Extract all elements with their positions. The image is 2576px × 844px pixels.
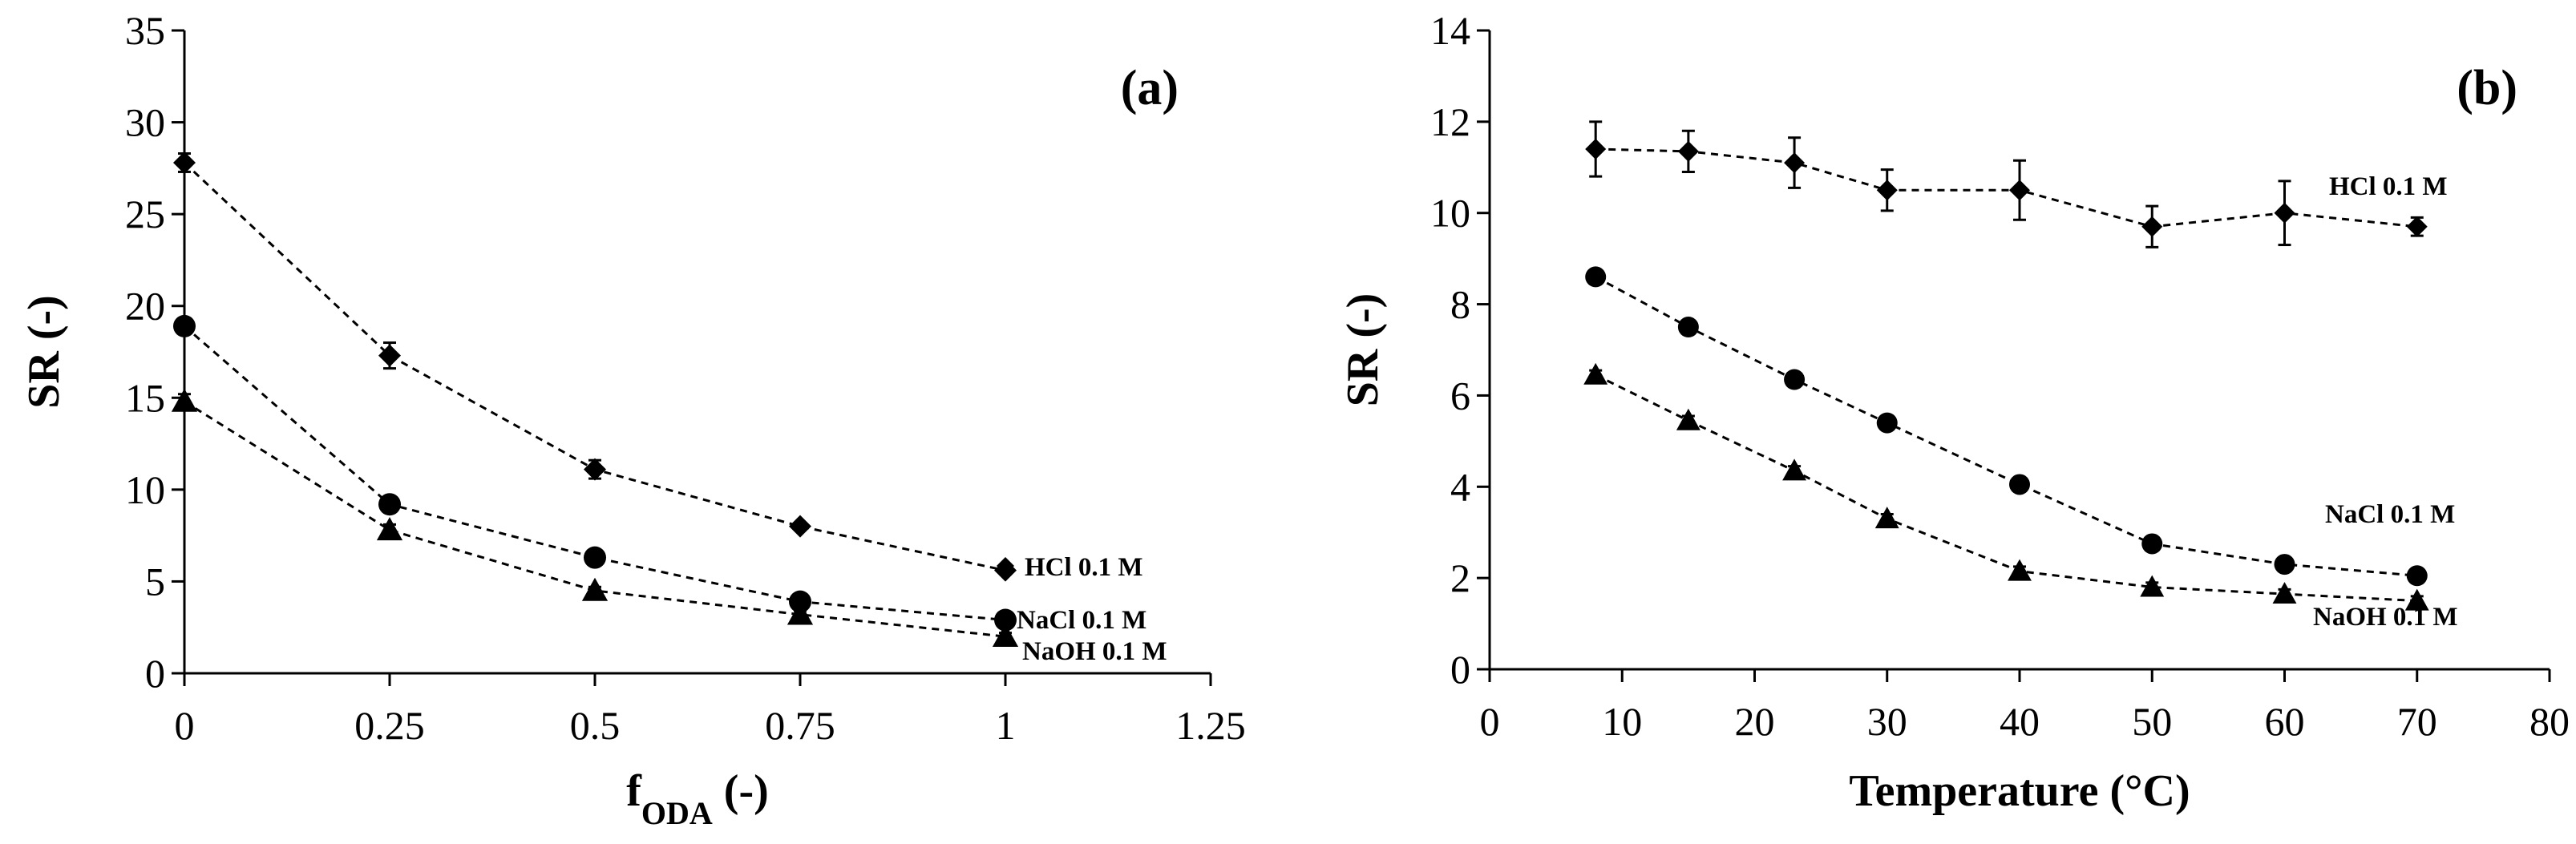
data-point <box>378 344 401 367</box>
y-tick-label: 10 <box>125 467 165 512</box>
series-diamond: HCl 0.1 M <box>173 151 1143 582</box>
series-label: NaOH 0.1 M <box>1022 637 1167 666</box>
data-point <box>2274 554 2295 575</box>
data-point <box>584 458 606 481</box>
data-point <box>2140 575 2165 597</box>
data-point <box>1874 507 1899 529</box>
chart-panel-b: 0 2 4 6 8 10 12 14 0 10 20 30 40 50 60 70 80 SR (-) Temper… <box>1338 8 2570 816</box>
series-line <box>1595 374 2417 603</box>
y-axis-title: SR (-) <box>19 295 69 409</box>
data-point <box>2008 559 2032 581</box>
y-tick-label: 30 <box>125 100 165 145</box>
x-tick-label: 60 <box>2265 699 2305 744</box>
y-tick-label: 5 <box>145 559 165 604</box>
x-tick-label: 1.25 <box>1175 703 1246 748</box>
series-label: NaCl 0.1 M <box>1017 606 1146 635</box>
data-point <box>2141 216 2163 237</box>
data-point <box>1784 152 1806 174</box>
data-point <box>1583 362 1608 385</box>
series-line <box>184 325 1006 622</box>
x-tick-label: 10 <box>1602 699 1642 744</box>
series-label: NaOH 0.1 M <box>2313 603 2458 632</box>
series-line <box>1595 147 2417 228</box>
series-label: HCl 0.1 M <box>2329 172 2448 201</box>
data-point <box>173 314 196 337</box>
series-line <box>183 161 1006 572</box>
legend-marker <box>997 557 1014 575</box>
x-tick-label: 0.5 <box>570 703 621 748</box>
series-line <box>1595 276 2417 577</box>
y-tick-label: 25 <box>125 192 165 236</box>
x-tick-label: 70 <box>2397 699 2437 744</box>
x-tick-label: 80 <box>2529 699 2570 744</box>
data-point <box>2274 202 2295 224</box>
x-axis-title-suffix: (-) <box>713 766 769 816</box>
data-point <box>2272 582 2297 604</box>
data-point <box>376 517 403 541</box>
x-tick-label: 0 <box>1480 699 1500 744</box>
x-tick-label: 0.25 <box>354 703 425 748</box>
data-point <box>1784 369 1806 390</box>
x-tick-label: 40 <box>2000 699 2040 744</box>
data-point <box>1677 140 1699 162</box>
series-label: NaCl 0.1 M <box>2325 500 2455 529</box>
series-diamond: HCl 0.1 M <box>1585 120 2448 248</box>
y-tick-label: 20 <box>125 284 165 329</box>
data-point <box>2009 474 2030 495</box>
data-point <box>378 493 401 516</box>
data-point <box>171 388 198 412</box>
data-point <box>584 546 606 569</box>
series-circle: NaCl 0.1 M <box>173 314 1146 635</box>
data-point <box>2009 180 2030 201</box>
data-point <box>1876 412 1898 434</box>
data-point <box>2406 216 2428 237</box>
series-label: HCl 0.1 M <box>1025 553 1143 582</box>
data-point <box>2141 533 2163 555</box>
data-point <box>1782 458 1807 481</box>
y-tick-label: 8 <box>1450 282 1470 327</box>
series-circle: NaCl 0.1 M <box>1585 266 2455 587</box>
data-point <box>992 624 1019 648</box>
x-axis-title: Temperature (°C) <box>1849 766 2190 816</box>
x-axis-title-subscript: ODA <box>641 795 713 831</box>
y-tick-label: 4 <box>1450 464 1470 509</box>
data-point <box>789 515 811 538</box>
x-axis-title: fODA (-) <box>626 766 769 831</box>
x-tick-label: 20 <box>1735 699 1775 744</box>
x-tick-label: 30 <box>1867 699 1907 744</box>
y-tick-label: 6 <box>1450 373 1470 418</box>
x-tick-label: 1 <box>996 703 1016 748</box>
data-point <box>2406 565 2428 587</box>
panel-label: (a) <box>1121 61 1179 115</box>
data-point <box>1876 180 1898 201</box>
y-tick-label: 12 <box>1430 99 1470 144</box>
chart-panel-a: 0 5 10 15 20 25 30 35 0 0.25 0.5 0.75 1 1.25 SR (-) fOD… <box>19 8 1246 831</box>
y-tick-label: 14 <box>1430 8 1470 53</box>
y-tick-label: 15 <box>125 375 165 420</box>
series-triangle: NaOH 0.1 M <box>1583 362 2458 632</box>
data-point <box>173 151 196 174</box>
y-tick-label: 10 <box>1430 191 1470 236</box>
y-axis-title: SR (-) <box>1338 293 1388 407</box>
data-point <box>1676 408 1700 430</box>
y-tick-label: 0 <box>145 651 165 696</box>
data-point <box>994 608 1017 632</box>
x-tick-label: 0.75 <box>765 703 835 748</box>
y-tick-label: 2 <box>1450 555 1470 600</box>
x-tick-label: 50 <box>2132 699 2172 744</box>
panel-label: (b) <box>2457 61 2517 115</box>
series-triangle: NaOH 0.1 M <box>171 388 1167 666</box>
data-point <box>581 577 609 601</box>
series-line <box>184 400 1006 638</box>
data-point <box>1585 139 1607 160</box>
y-tick-label: 35 <box>125 8 165 53</box>
data-point <box>1677 317 1699 338</box>
x-tick-label: 0 <box>175 703 195 748</box>
y-tick-label: 0 <box>1450 647 1470 692</box>
data-point <box>2404 588 2429 611</box>
data-point <box>1585 266 1607 288</box>
data-point <box>787 601 814 625</box>
